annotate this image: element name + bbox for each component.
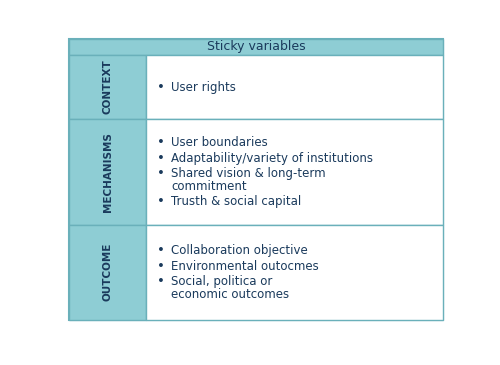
- FancyBboxPatch shape: [146, 55, 443, 119]
- Text: •: •: [156, 276, 164, 288]
- Text: •: •: [156, 151, 164, 165]
- Text: MECHANISMS: MECHANISMS: [102, 132, 113, 212]
- Text: OUTCOME: OUTCOME: [102, 243, 113, 301]
- FancyBboxPatch shape: [70, 224, 146, 320]
- Text: User rights: User rights: [171, 81, 236, 93]
- Text: Trusth & social capital: Trusth & social capital: [171, 195, 301, 208]
- Text: economic outcomes: economic outcomes: [171, 288, 289, 301]
- Text: Environmental outocmes: Environmental outocmes: [171, 260, 319, 273]
- Text: User boundaries: User boundaries: [171, 136, 268, 149]
- Text: Collaboration objective: Collaboration objective: [171, 244, 308, 257]
- Text: Adaptability/variety of institutions: Adaptability/variety of institutions: [171, 151, 373, 165]
- FancyBboxPatch shape: [146, 224, 443, 320]
- Text: •: •: [156, 260, 164, 273]
- Text: •: •: [156, 167, 164, 180]
- Text: Sticky variables: Sticky variables: [207, 41, 306, 53]
- FancyBboxPatch shape: [70, 55, 146, 119]
- Text: Social, politica or: Social, politica or: [171, 276, 272, 288]
- FancyBboxPatch shape: [70, 119, 146, 224]
- Text: commitment: commitment: [171, 180, 246, 193]
- Text: Shared vision & long-term: Shared vision & long-term: [171, 167, 326, 180]
- FancyBboxPatch shape: [70, 39, 443, 55]
- Text: •: •: [156, 136, 164, 149]
- Text: •: •: [156, 81, 164, 93]
- Text: •: •: [156, 195, 164, 208]
- FancyBboxPatch shape: [146, 119, 443, 224]
- Text: •: •: [156, 244, 164, 257]
- Text: CONTEXT: CONTEXT: [102, 60, 113, 115]
